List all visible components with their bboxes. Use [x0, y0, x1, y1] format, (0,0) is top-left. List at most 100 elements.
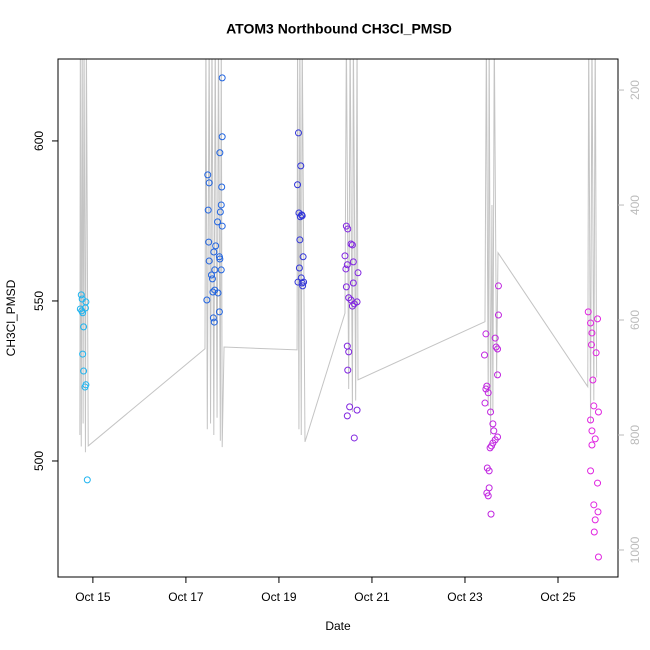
- point: [82, 381, 90, 389]
- point: [481, 399, 489, 407]
- x-axis-label: Date: [325, 619, 351, 633]
- point: [79, 350, 87, 358]
- point: [343, 412, 351, 420]
- point: [591, 516, 599, 524]
- point: [588, 329, 596, 337]
- point: [215, 308, 223, 316]
- x-tick-label: Oct 25: [540, 590, 576, 604]
- point: [347, 240, 355, 248]
- point: [203, 296, 211, 304]
- point: [204, 206, 212, 214]
- point: [489, 420, 497, 428]
- point: [483, 382, 491, 390]
- point: [594, 315, 602, 323]
- chart-title: ATOM3 Northbound CH3Cl_PMSD: [226, 21, 452, 37]
- point: [587, 467, 595, 475]
- point: [81, 304, 89, 312]
- point: [584, 308, 592, 316]
- y2-tick-label: 600: [628, 310, 642, 330]
- point: [298, 212, 306, 220]
- point: [594, 408, 602, 416]
- point: [348, 241, 356, 249]
- point: [492, 343, 500, 351]
- point: [587, 319, 595, 327]
- point: [594, 553, 602, 561]
- point: [484, 492, 492, 500]
- point: [354, 269, 362, 277]
- point: [344, 225, 352, 233]
- point: [587, 341, 595, 349]
- point: [76, 305, 84, 313]
- point: [218, 183, 226, 191]
- point: [590, 528, 598, 536]
- y2-tick-label: 800: [628, 425, 642, 445]
- point: [345, 294, 353, 302]
- point: [209, 314, 217, 322]
- point: [80, 367, 88, 375]
- point: [481, 351, 489, 359]
- y-tick-label: 600: [32, 131, 46, 151]
- point: [294, 129, 302, 137]
- point: [345, 348, 353, 356]
- point: [342, 265, 350, 273]
- point: [344, 366, 352, 374]
- point: [588, 441, 596, 449]
- point: [349, 258, 357, 266]
- point: [299, 253, 307, 261]
- point: [216, 255, 224, 263]
- y2-tick-label: 200: [628, 80, 642, 100]
- point: [487, 408, 495, 416]
- point: [494, 345, 502, 353]
- point: [210, 318, 218, 326]
- point: [77, 291, 85, 299]
- y-axis-label: CH3Cl_PMSD: [4, 279, 18, 356]
- point: [297, 162, 305, 170]
- point: [490, 427, 498, 435]
- point: [494, 371, 502, 379]
- point: [294, 181, 302, 189]
- point: [208, 275, 216, 283]
- x-tick-label: Oct 15: [75, 590, 111, 604]
- point: [350, 434, 358, 442]
- point: [594, 508, 602, 516]
- point: [218, 133, 226, 141]
- point: [214, 218, 222, 226]
- point: [216, 208, 224, 216]
- point: [211, 266, 219, 274]
- point: [484, 389, 492, 397]
- point: [216, 149, 224, 157]
- point: [594, 479, 602, 487]
- point: [482, 330, 490, 338]
- point: [485, 467, 493, 475]
- point: [588, 427, 596, 435]
- point: [205, 238, 213, 246]
- point: [299, 282, 307, 290]
- x-tick-label: Oct 17: [168, 590, 204, 604]
- point: [590, 402, 598, 410]
- point: [217, 201, 225, 209]
- point: [487, 442, 495, 450]
- point: [298, 279, 306, 287]
- point: [494, 311, 502, 319]
- point: [341, 252, 349, 260]
- point: [343, 261, 351, 269]
- point: [217, 266, 225, 274]
- point: [204, 171, 212, 179]
- point: [300, 278, 308, 286]
- x-tick-label: Oct 23: [447, 590, 483, 604]
- plot-frame: [57, 58, 619, 578]
- point: [210, 248, 218, 256]
- point: [342, 283, 350, 291]
- point: [209, 288, 217, 296]
- point: [591, 435, 599, 443]
- point: [214, 289, 222, 297]
- y2-tick-label: 400: [628, 195, 642, 215]
- y-tick-label: 500: [32, 451, 46, 471]
- y2-tick-label: 1000: [628, 536, 642, 563]
- point: [349, 279, 357, 287]
- point: [482, 385, 490, 393]
- point: [205, 257, 213, 265]
- point: [590, 501, 598, 509]
